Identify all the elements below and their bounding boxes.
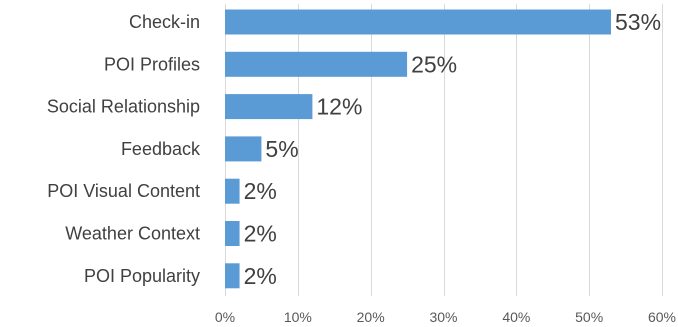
x-tick-label: 30%	[429, 309, 457, 325]
x-tick-label: 10%	[284, 309, 312, 325]
value-labels: 53% 25% 12% 5% 2% 2% 2%	[244, 9, 661, 289]
category-label: Weather Context	[65, 224, 200, 244]
x-tick-label: 20%	[357, 309, 385, 325]
bar	[225, 263, 240, 289]
data-label: 2%	[244, 221, 277, 247]
bar	[225, 51, 408, 77]
category-labels: Check-in POI Profiles Social Relationship F…	[47, 12, 201, 286]
x-tick-label: 0%	[215, 309, 235, 325]
category-label: POI Visual Content	[47, 181, 200, 201]
data-label: 25%	[411, 51, 457, 77]
category-label: Check-in	[129, 12, 200, 32]
category-label: POI Profiles	[104, 54, 200, 74]
data-label: 2%	[244, 178, 277, 204]
category-label: Social Relationship	[47, 97, 200, 117]
category-label: POI Popularity	[84, 266, 200, 286]
x-tick-label: 60%	[648, 309, 676, 325]
data-label: 53%	[615, 9, 661, 35]
bar	[225, 136, 262, 162]
x-tick-label: 50%	[575, 309, 603, 325]
bar	[225, 178, 240, 204]
data-label: 5%	[265, 136, 298, 162]
x-tick-label: 40%	[502, 309, 530, 325]
bar	[225, 221, 240, 246]
x-axis-tick-labels: 0% 10% 20% 30% 40% 50% 60%	[215, 309, 676, 325]
data-label: 12%	[316, 94, 362, 120]
data-label: 2%	[244, 263, 277, 289]
bars	[225, 9, 612, 289]
category-label: Feedback	[121, 139, 201, 159]
bar	[225, 9, 612, 35]
bar	[225, 94, 313, 120]
